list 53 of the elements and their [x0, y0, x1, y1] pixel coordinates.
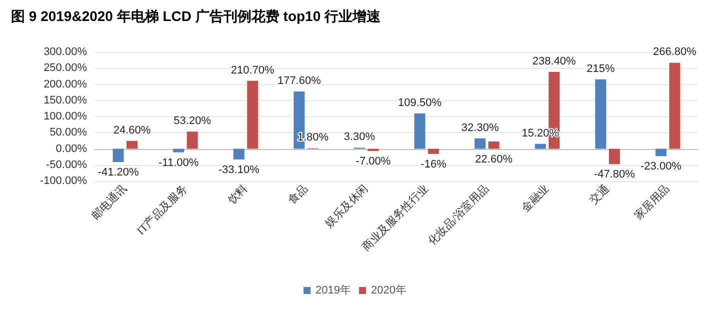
data-label: 53.20%	[174, 115, 212, 128]
y-tick-label: 50.00%	[50, 126, 88, 139]
bar	[534, 144, 546, 149]
x-tick-label: IT产品及服务	[134, 182, 190, 238]
bar	[428, 148, 440, 154]
data-label: 238.40%	[532, 55, 576, 68]
x-tick-label: 娱乐及休闲	[322, 182, 371, 230]
y-tick-label: 0.00%	[56, 142, 88, 155]
bar	[233, 148, 244, 160]
y-tick-label: 250.00%	[44, 62, 88, 74]
bar	[474, 138, 486, 149]
data-label: 32.30%	[461, 122, 499, 134]
bar	[126, 140, 138, 149]
data-label: -11.00%	[158, 156, 199, 169]
data-label: -16%	[420, 158, 447, 170]
y-tick-label: -50.00%	[46, 158, 88, 171]
x-tick-label: 食品	[286, 182, 310, 207]
data-label: 215%	[586, 62, 615, 75]
chart-title: 图 9 2019&2020 年电梯 LCD 广告刊例花费 top10 行业增速	[11, 8, 382, 24]
x-tick-label: 邮电通讯	[89, 182, 130, 222]
data-label: -23.00%	[640, 160, 682, 173]
data-label: -41.20%	[98, 166, 139, 179]
x-tick-label: 交通	[587, 182, 612, 207]
bar	[608, 148, 620, 164]
data-label: 210.70%	[230, 64, 275, 76]
data-label: -7.00%	[356, 156, 391, 168]
data-label: 22.60%	[475, 153, 513, 166]
bar	[595, 79, 606, 149]
bar	[669, 62, 680, 149]
bar	[414, 113, 426, 149]
data-label: 3.30%	[344, 131, 376, 144]
y-tick-label: 200.00%	[44, 78, 88, 90]
data-label: -33.10%	[218, 164, 260, 176]
data-label: 24.60%	[113, 124, 151, 136]
bar	[173, 148, 184, 152]
legend-label: 2019年	[316, 284, 352, 296]
bar	[112, 148, 124, 162]
data-label: 177.60%	[277, 74, 322, 87]
y-tick-label: 150.00%	[44, 94, 88, 106]
bar	[488, 141, 500, 149]
y-tick-label: 300.00%	[44, 46, 88, 58]
bar	[655, 148, 666, 156]
legend-label: 2020年	[371, 284, 406, 296]
y-tick-label: 100.00%	[44, 110, 88, 122]
data-label: -47.80%	[594, 168, 636, 181]
x-tick-label: 饮料	[224, 182, 250, 208]
y-tick-label: -100.00%	[40, 175, 88, 187]
data-label: 109.50%	[398, 96, 442, 109]
bar	[186, 132, 198, 149]
x-tick-label: 家居用品	[632, 182, 672, 222]
data-label: 266.80%	[653, 46, 697, 58]
x-tick-label: 金融业	[518, 182, 552, 215]
bar	[247, 80, 258, 149]
